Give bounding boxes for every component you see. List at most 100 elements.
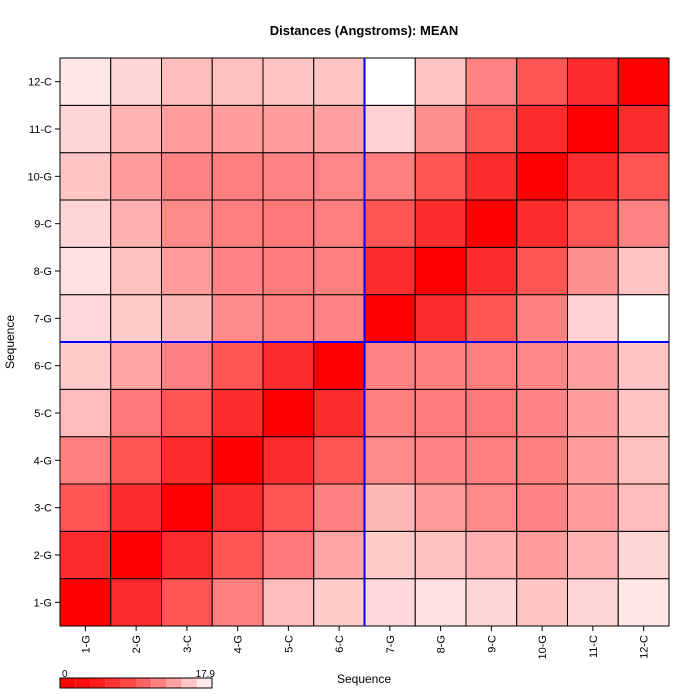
heatmap-cell-2-G-8-G [414,530,467,580]
heatmap-cell-1-G-10-G [516,578,568,627]
heatmap-cell-10-G-6-C [313,152,365,201]
x-tick-label: 2-G [131,635,143,653]
x-tick-label: 12-C [639,635,651,659]
x-axis-title: Sequence [337,672,391,686]
heatmap-cell-10-G-10-G [516,152,568,201]
legend-swatch [120,678,136,688]
y-tick-label: 6-C [34,361,52,373]
legend-swatch [105,678,121,688]
heatmap-cell-11-C-9-C [465,104,518,154]
heatmap-cell-8-G-9-C [465,246,518,296]
heatmap-cell-6-C-5-C [262,341,315,390]
heatmap-cell-12-C-1-G [59,57,112,106]
x-tick-label: 5-C [283,635,295,653]
heatmap-cell-3-C-8-G [414,483,467,532]
heatmap-cell-11-C-10-G [516,104,568,154]
heatmap-cell-3-C-2-G [110,483,162,532]
heatmap-cell-2-G-6-C [313,530,365,580]
legend-swatch [181,678,197,688]
heatmap-cell-7-G-7-G [364,294,416,343]
heatmap-cell-10-G-11-C [567,152,619,201]
heatmap-cell-10-G-8-G [414,152,467,201]
heatmap-cell-11-C-12-C [617,104,670,154]
heatmap-cell-7-G-9-C [465,294,518,343]
y-tick-label: 10-G [28,171,52,183]
heatmap-cell-12-C-7-G [364,57,416,106]
heatmap-cell-6-C-12-C [617,341,670,390]
heatmap-cell-11-C-2-G [110,104,162,154]
heatmap-cell-11-C-3-C [161,104,213,154]
heatmap-cell-11-C-5-C [262,104,315,154]
heatmap-cell-8-G-5-C [262,246,315,296]
legend-swatch [90,678,106,688]
heatmap-cell-12-C-12-C [617,57,670,106]
segment-dividers [60,58,669,626]
heatmap-cell-6-C-4-G [211,341,264,390]
heatmap-cell-4-G-11-C [567,436,619,485]
heatmap-cell-1-G-2-G [110,578,162,627]
heatmap-cell-4-G-8-G [414,436,467,485]
heatmap-cell-2-G-2-G [110,530,162,580]
heatmap-cell-10-G-9-C [465,152,518,201]
heatmap-cell-2-G-9-C [465,530,518,580]
y-axis-title: Sequence [3,315,17,369]
heatmap-cell-4-G-10-G [516,436,568,485]
x-tick-label: 1-G [80,635,92,653]
heatmap-cell-5-C-12-C [617,388,670,438]
heatmap-cell-8-G-3-C [161,246,213,296]
heatmap-cell-11-C-4-G [211,104,264,154]
y-tick-label: 2-G [34,550,52,562]
x-tick-label: 4-G [233,635,245,653]
heatmap-cell-1-G-9-C [465,578,518,627]
heatmap-cell-12-C-4-G [211,57,264,106]
heatmap-cell-6-C-3-C [161,341,213,390]
x-tick-label: 8-G [436,635,448,653]
heatmap-cell-7-G-5-C [262,294,315,343]
heatmap-cell-1-G-11-C [567,578,619,627]
heatmap-cell-6-C-6-C [313,341,365,390]
heatmap-cell-6-C-8-G [414,341,467,390]
heatmap-cell-12-C-10-G [516,57,568,106]
heatmap-cell-3-C-10-G [516,483,568,532]
heatmap-cell-1-G-8-G [414,578,467,627]
y-tick-label: 3-C [34,503,52,515]
heatmap-cell-9-C-2-G [110,199,162,248]
heatmap-cell-2-G-3-C [161,530,213,580]
heatmap-cell-5-C-4-G [211,388,264,438]
heatmap-cell-1-G-1-G [59,578,112,627]
heatmap-cell-2-G-1-G [59,530,112,580]
heatmap-cell-6-C-9-C [465,341,518,390]
y-axis-ticks: 1-G 2-G 3-C 4-G 5-C 6-C 7-G 8-G 9-C 10-G 11-C 12-C [28,77,60,609]
heatmap-cell-4-G-7-G [364,436,416,485]
heatmap-cell-6-C-7-G [364,341,416,390]
heatmap-cell-8-G-11-C [567,246,619,296]
heatmap-cell-3-C-12-C [617,483,670,532]
heatmap-cell-12-C-5-C [262,57,315,106]
chart-title: Distances (Angstroms): MEAN [270,23,459,38]
heatmap-cell-1-G-7-G [364,578,416,627]
heatmap-cell-12-C-8-G [414,57,467,106]
heatmap-cell-3-C-5-C [262,483,315,532]
heatmap-cell-8-G-6-C [313,246,365,296]
x-tick-label: 9-C [486,635,498,653]
heatmap-cell-4-G-1-G [59,436,112,485]
heatmap-cell-3-C-1-G [59,483,112,532]
heatmap-cell-5-C-1-G [59,388,112,438]
heatmap-cell-7-G-8-G [414,294,467,343]
heatmap-cell-1-G-6-C [313,578,365,627]
y-tick-label: 11-C [29,124,52,136]
heatmap-cell-3-C-4-G [211,483,264,532]
heatmap-cell-8-G-4-G [211,246,264,296]
heatmap-cell-8-G-8-G [414,246,467,296]
heatmap-cell-7-G-4-G [211,294,264,343]
heatmap-cell-10-G-4-G [211,152,264,201]
heatmap-cell-9-C-4-G [211,199,264,248]
heatmap-cell-9-C-7-G [364,199,416,248]
heatmap-cell-9-C-8-G [414,199,467,248]
heatmap-cell-3-C-9-C [465,483,518,532]
heatmap-cell-2-G-12-C [617,530,670,580]
heatmap-cell-4-G-4-G [211,436,264,485]
heatmap-cell-10-G-3-C [161,152,213,201]
heatmap-cell-2-G-11-C [567,530,619,580]
legend-swatch [136,678,152,688]
